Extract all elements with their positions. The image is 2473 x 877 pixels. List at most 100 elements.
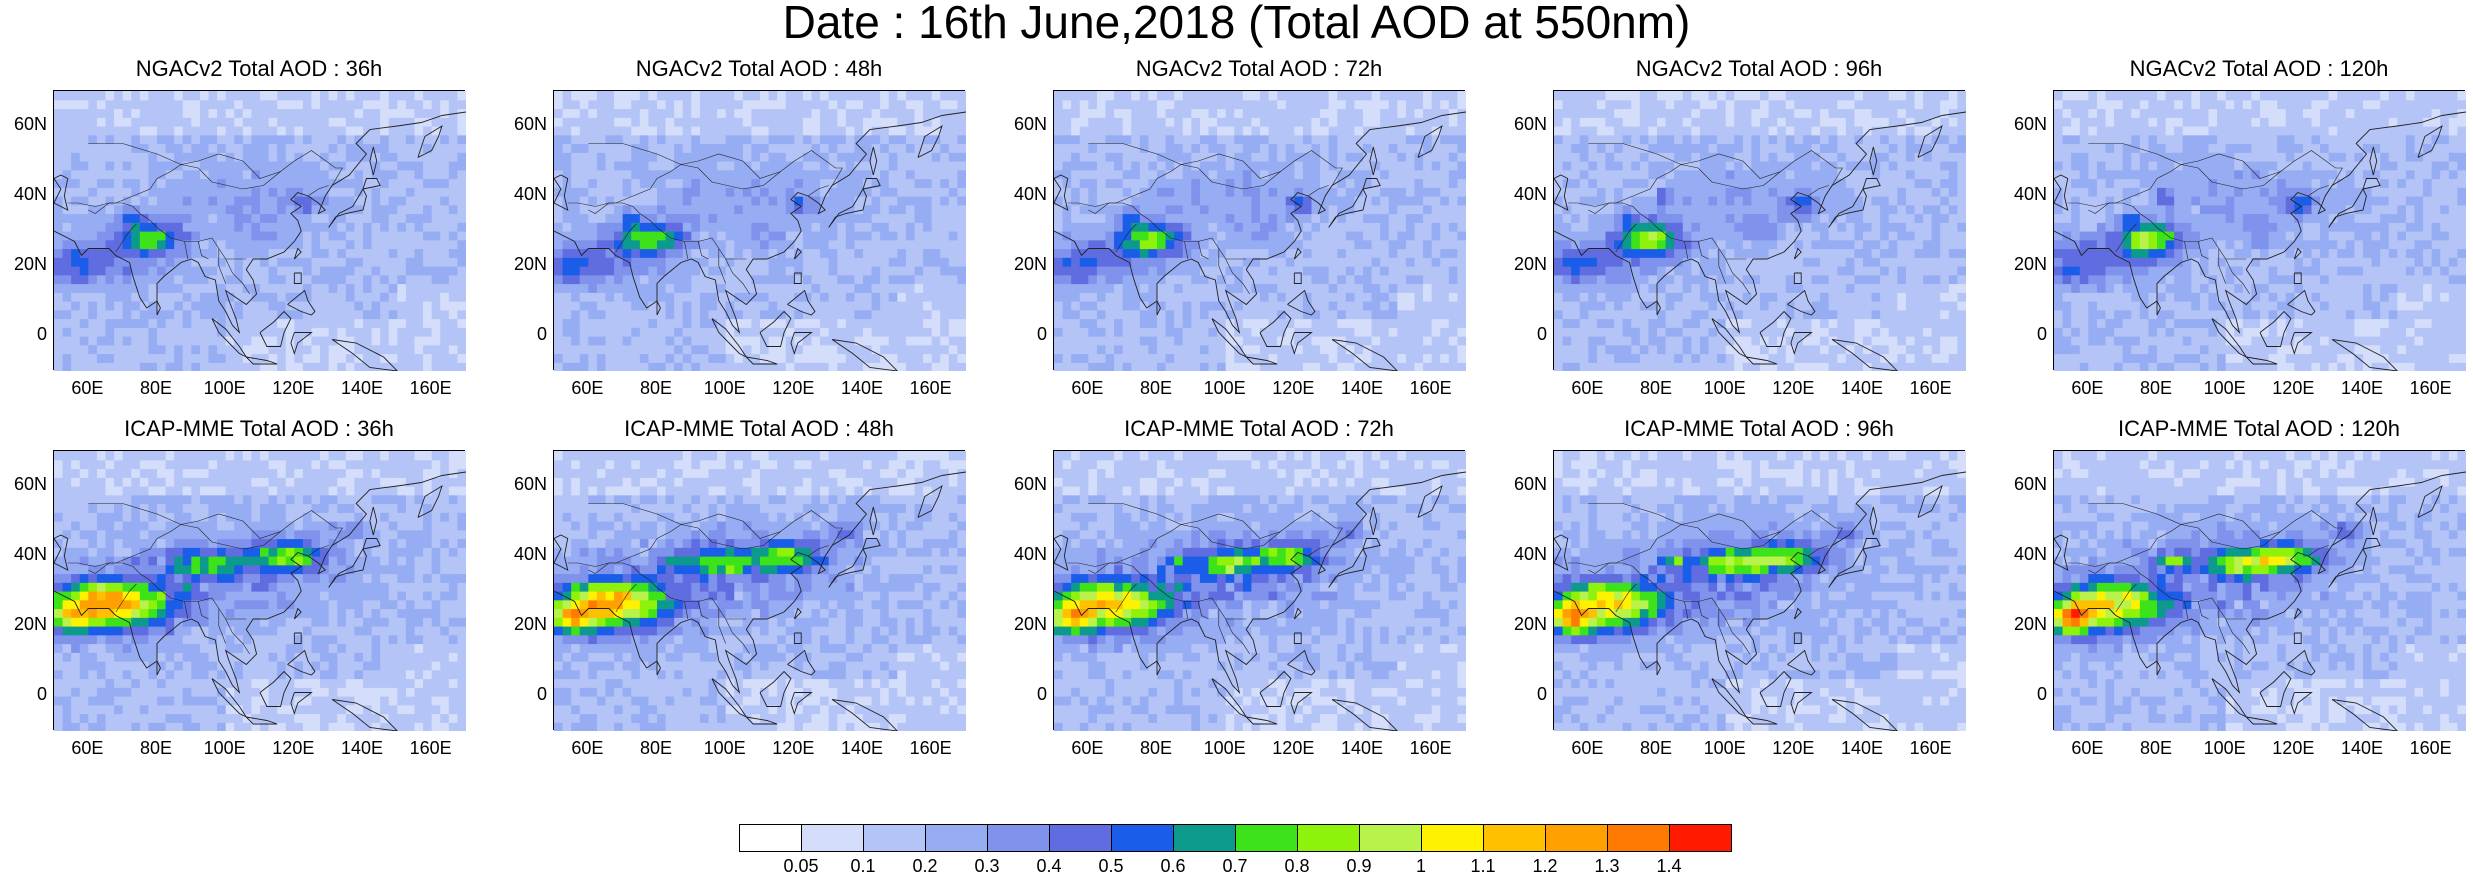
aod-map xyxy=(54,91,466,371)
aod-field xyxy=(1054,451,1466,731)
longitude-tick-label: 140E xyxy=(332,378,392,399)
aod-field xyxy=(1554,91,1966,371)
latitude-tick-label: 0 xyxy=(997,684,1047,705)
aod-map xyxy=(54,451,466,731)
longitude-tick-label: 80E xyxy=(2126,378,2186,399)
longitude-tick-label: 60E xyxy=(1557,738,1617,759)
longitude-tick-label: 60E xyxy=(557,378,617,399)
longitude-tick-label: 160E xyxy=(401,738,461,759)
aod-map xyxy=(2054,91,2466,371)
colorbar-swatch xyxy=(1111,824,1174,852)
latitude-tick-label: 20N xyxy=(997,254,1047,275)
map-frame xyxy=(53,90,465,370)
longitude-tick-label: 140E xyxy=(1332,378,1392,399)
longitude-tick-label: 80E xyxy=(2126,738,2186,759)
longitude-tick-label: 100E xyxy=(195,378,255,399)
latitude-tick-label: 60N xyxy=(0,114,47,135)
latitude-tick-label: 20N xyxy=(0,254,47,275)
latitude-tick-label: 60N xyxy=(1497,114,1547,135)
aod-map xyxy=(1554,451,1966,731)
map-frame xyxy=(2053,450,2465,730)
longitude-tick-label: 60E xyxy=(2057,738,2117,759)
longitude-tick-label: 140E xyxy=(1832,378,1892,399)
longitude-tick-label: 60E xyxy=(1057,378,1117,399)
colorbar-swatch xyxy=(1483,824,1546,852)
colorbar xyxy=(739,824,1731,852)
latitude-tick-label: 0 xyxy=(1997,324,2047,345)
longitude-tick-label: 100E xyxy=(695,738,755,759)
latitude-tick-label: 40N xyxy=(997,184,1047,205)
colorbar-swatch xyxy=(1545,824,1608,852)
map-frame xyxy=(2053,90,2465,370)
latitude-tick-label: 40N xyxy=(1497,184,1547,205)
aod-map xyxy=(554,451,966,731)
longitude-tick-label: 60E xyxy=(57,378,117,399)
latitude-tick-label: 0 xyxy=(1497,324,1547,345)
latitude-tick-label: 60N xyxy=(1997,474,2047,495)
aod-field xyxy=(554,91,966,371)
panel-title: ICAP-MME Total AOD : 96h xyxy=(1549,416,1969,442)
aod-map xyxy=(2054,451,2466,731)
map-frame xyxy=(1553,90,1965,370)
longitude-tick-label: 60E xyxy=(2057,378,2117,399)
longitude-tick-label: 80E xyxy=(1126,738,1186,759)
latitude-tick-label: 60N xyxy=(1997,114,2047,135)
latitude-tick-label: 40N xyxy=(497,544,547,565)
panel-title: ICAP-MME Total AOD : 36h xyxy=(49,416,469,442)
longitude-tick-label: 120E xyxy=(263,378,323,399)
panel-title: ICAP-MME Total AOD : 120h xyxy=(2049,416,2469,442)
colorbar-swatch xyxy=(1049,824,1112,852)
latitude-tick-label: 0 xyxy=(0,324,47,345)
longitude-tick-label: 160E xyxy=(1401,738,1461,759)
panel-title: NGACv2 Total AOD : 96h xyxy=(1549,56,1969,82)
colorbar-swatch xyxy=(1421,824,1484,852)
longitude-tick-label: 120E xyxy=(763,738,823,759)
latitude-tick-label: 60N xyxy=(0,474,47,495)
latitude-tick-label: 40N xyxy=(0,544,47,565)
latitude-tick-label: 40N xyxy=(997,544,1047,565)
figure-title: Date : 16th June,2018 (Total AOD at 550n… xyxy=(0,2,2473,42)
aod-field xyxy=(2054,451,2466,731)
longitude-tick-label: 100E xyxy=(1695,378,1755,399)
latitude-tick-label: 20N xyxy=(1497,254,1547,275)
latitude-tick-label: 0 xyxy=(497,684,547,705)
map-frame xyxy=(53,450,465,730)
longitude-tick-label: 60E xyxy=(557,738,617,759)
map-frame xyxy=(553,450,965,730)
latitude-tick-label: 0 xyxy=(1997,684,2047,705)
panel-title: ICAP-MME Total AOD : 72h xyxy=(1049,416,1469,442)
longitude-tick-label: 160E xyxy=(901,738,961,759)
aod-field xyxy=(54,91,466,371)
aod-map xyxy=(1554,91,1966,371)
longitude-tick-label: 160E xyxy=(1901,378,1961,399)
longitude-tick-label: 160E xyxy=(1901,738,1961,759)
longitude-tick-label: 160E xyxy=(2401,738,2461,759)
map-frame xyxy=(553,90,965,370)
latitude-tick-label: 0 xyxy=(497,324,547,345)
longitude-tick-label: 100E xyxy=(195,738,255,759)
longitude-tick-label: 100E xyxy=(2195,738,2255,759)
latitude-tick-label: 20N xyxy=(497,614,547,635)
latitude-tick-label: 20N xyxy=(497,254,547,275)
colorbar-swatch xyxy=(1669,824,1732,852)
colorbar-swatch xyxy=(801,824,864,852)
aod-map xyxy=(554,91,966,371)
longitude-tick-label: 120E xyxy=(1763,738,1823,759)
latitude-tick-label: 20N xyxy=(0,614,47,635)
latitude-tick-label: 40N xyxy=(1997,544,2047,565)
panel-title: NGACv2 Total AOD : 120h xyxy=(2049,56,2469,82)
longitude-tick-label: 140E xyxy=(832,738,892,759)
colorbar-swatch xyxy=(739,824,802,852)
longitude-tick-label: 140E xyxy=(1332,738,1392,759)
latitude-tick-label: 20N xyxy=(1997,614,2047,635)
longitude-tick-label: 160E xyxy=(2401,378,2461,399)
colorbar-swatch xyxy=(987,824,1050,852)
longitude-tick-label: 120E xyxy=(763,378,823,399)
longitude-tick-label: 120E xyxy=(2263,378,2323,399)
panel-title: NGACv2 Total AOD : 48h xyxy=(549,56,969,82)
aod-field xyxy=(1054,91,1466,371)
longitude-tick-label: 120E xyxy=(263,738,323,759)
latitude-tick-label: 40N xyxy=(497,184,547,205)
latitude-tick-label: 0 xyxy=(997,324,1047,345)
colorbar-swatch xyxy=(863,824,926,852)
